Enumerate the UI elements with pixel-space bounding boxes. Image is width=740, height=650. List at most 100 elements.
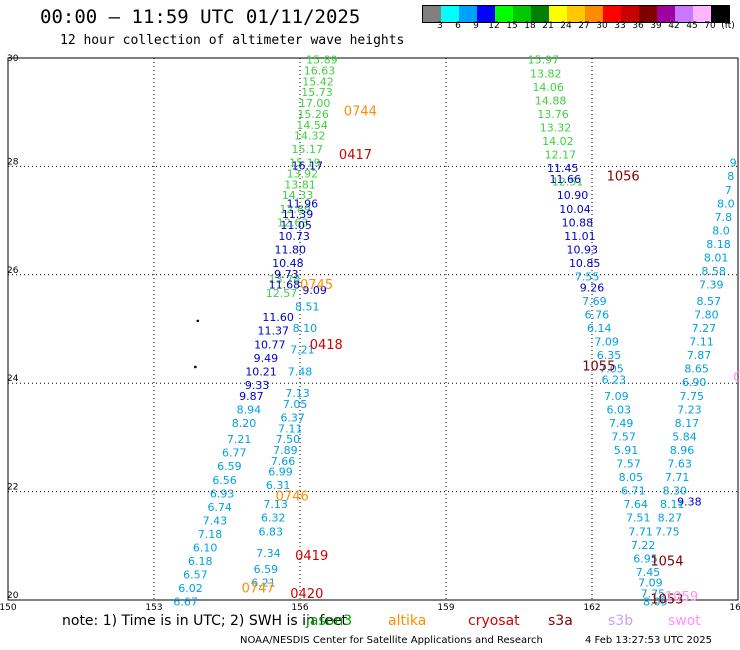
wave-height-label: 6.35: [597, 349, 622, 362]
wave-height-label: 7.39: [699, 279, 724, 292]
wave-height-label: 10.48: [272, 257, 304, 270]
wave-height-label: 12.51: [552, 176, 584, 189]
satellite-legend-s3b: s3b: [608, 613, 634, 629]
color-legend-label: 15: [506, 21, 518, 31]
wave-height-label: 8.18: [706, 238, 731, 251]
wave-height-label: 8.94: [237, 403, 262, 416]
wave-height-label: 7.57: [611, 430, 636, 443]
footer-note: note: 1) Time is in UTC; 2) SWH is in fe…: [62, 613, 348, 629]
satellite-legend-jason3: jason3: [306, 613, 353, 629]
color-swatch: [513, 6, 531, 22]
wave-height-label: 15.97: [528, 54, 560, 67]
generated-timestamp: 4 Feb 13:27:53 UTC 2025: [585, 635, 712, 646]
wave-height-label: 7.09: [638, 577, 663, 590]
wave-height-label: 8.27: [658, 512, 683, 525]
wave-height-label: 15.89: [306, 54, 338, 67]
wave-height-label: 13.82: [530, 67, 562, 80]
wave-height-label: 7.11: [689, 336, 714, 349]
wave-height-label: 6.59: [254, 563, 279, 576]
wave-height-label: 6.37: [280, 411, 305, 424]
wave-height-label: 7.75: [680, 390, 705, 403]
wave-height-label: 6.76: [585, 308, 610, 321]
pass-time-label: 1054: [650, 555, 683, 570]
wave-height-label: 8.10: [293, 322, 318, 335]
pass-time-label: 0418: [310, 338, 343, 353]
wave-height-label: 12.89: [279, 203, 311, 216]
wave-height-label: 10.21: [245, 365, 277, 378]
wave-height-label: 12.63: [277, 216, 309, 229]
wave-height-label: 6.32: [261, 512, 286, 525]
color-swatch: [495, 6, 513, 22]
color-legend-labels: 3 6 9 12 15 18 21 24 27 30 33 36 39 42 45 70 (ft): [422, 21, 735, 33]
color-swatch: [567, 6, 585, 22]
wave-height-label: 15.73: [301, 86, 333, 99]
wave-height-label: 5.91: [614, 444, 639, 457]
wave-height-label: 8.65: [684, 363, 709, 376]
color-swatch: [549, 6, 567, 22]
wave-height-label: 6.99: [268, 466, 293, 479]
wave-height-label: 6.31: [266, 479, 291, 492]
wave-height-label: 17.00: [299, 97, 331, 110]
color-swatch: [639, 6, 657, 22]
wave-height-label: 7.87: [687, 349, 712, 362]
color-legend-label: 39: [650, 21, 662, 31]
wave-height-label: 14.32: [294, 130, 326, 143]
edge-label: C: [733, 370, 740, 385]
wave-height-label: 8.17: [675, 417, 700, 430]
wave-height-label: 6.10: [193, 542, 218, 555]
satellite-legend-s3a: s3a: [548, 613, 573, 629]
wave-height-label: 10.77: [254, 338, 286, 351]
color-swatch: [477, 6, 495, 22]
wave-height-label: 7.75: [641, 588, 666, 601]
y-tick-label: 30: [7, 54, 19, 64]
color-legend-label: 12: [488, 21, 500, 31]
x-tick-label: 153: [145, 603, 162, 613]
wave-height-label: 13.92: [287, 168, 319, 181]
wave-height-label: 8.09: [643, 596, 668, 609]
wave-height-label: 10.88: [562, 216, 594, 229]
wave-height-label: 7.09: [594, 336, 619, 349]
wave-height-label: 7.71: [665, 471, 690, 484]
data-marker: [196, 319, 200, 323]
color-legend-label: 36: [632, 21, 644, 31]
wave-height-label: 8: [727, 170, 734, 183]
wave-height-label: 8.57: [697, 295, 722, 308]
x-tick-label: 150: [0, 603, 17, 613]
wave-height-label: 6.23: [602, 373, 627, 386]
wave-height-label: 6.21: [251, 577, 276, 590]
wave-height-label: 10.85: [569, 257, 601, 270]
plot-frame: [7, 57, 739, 601]
wave-height-label: 7.75: [655, 525, 680, 538]
wave-height-label: 12.17: [545, 149, 577, 162]
color-swatch: [657, 6, 675, 22]
wave-height-label: 10.93: [567, 243, 599, 256]
wave-height-label: 7.43: [203, 514, 228, 527]
wave-height-label: 9.33: [245, 379, 270, 392]
credit-line: NOAA/NESDIS Center for Satellite Applica…: [240, 635, 543, 646]
wave-height-label: 7.21: [290, 344, 315, 357]
wave-height-label: 9: [730, 157, 737, 170]
wave-height-label: 11.66: [549, 173, 581, 186]
wave-height-label: 6.18: [188, 555, 213, 568]
wave-height-label: 15.19: [289, 157, 321, 170]
wave-height-label: 12.57: [266, 287, 298, 300]
wave-height-label: 6.02: [178, 582, 203, 595]
color-swatch: [621, 6, 639, 22]
wave-height-label: 7.89: [273, 444, 298, 457]
wave-height-label: 8.01: [704, 252, 729, 265]
wave-height-label: 9.87: [239, 390, 264, 403]
wave-height-label: 7.69: [582, 295, 607, 308]
wave-height-label: 8.20: [232, 417, 257, 430]
wave-height-label: 9.73: [274, 268, 299, 281]
wave-height-label: 7.71: [628, 525, 653, 538]
wave-height-label: 9.26: [580, 281, 605, 294]
color-legend-label: 6: [455, 21, 461, 31]
wave-height-label: 6.90: [682, 376, 707, 389]
wave-height-label: 11.39: [282, 208, 314, 221]
page-title: 00:00 – 11:59 UTC 01/11/2025: [40, 6, 361, 28]
wave-height-label: 7.27: [692, 322, 717, 335]
wave-height-label: 6.57: [183, 569, 208, 582]
wave-height-label: 11.60: [262, 311, 294, 324]
wave-height-label: 8.96: [670, 444, 695, 457]
wave-height-label: 8.11: [660, 498, 685, 511]
